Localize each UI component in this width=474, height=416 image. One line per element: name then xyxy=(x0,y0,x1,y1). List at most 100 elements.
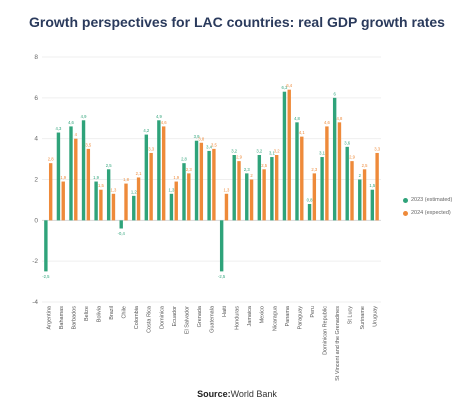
data-label: 4,8 xyxy=(294,116,300,121)
x-tick-label: Guatemala xyxy=(210,305,216,333)
legend-swatch-2024 xyxy=(403,210,408,216)
data-label: 2,5 xyxy=(106,163,112,168)
bar-uruguay-2024 xyxy=(375,152,379,221)
x-tick-label: Haiti xyxy=(222,306,228,317)
bar-dominican-republic-2023 xyxy=(320,157,324,221)
bar-bolivia-2023 xyxy=(94,181,98,221)
legend-item-2024: 2024 (expected) xyxy=(403,210,452,216)
data-label: 3,1 xyxy=(319,151,325,156)
x-tick-label: Brazil xyxy=(109,306,115,320)
x-tick-label: Suriname xyxy=(360,306,366,330)
y-tick-label: 8 xyxy=(34,54,38,61)
data-label: 2 xyxy=(359,173,362,178)
legend-label-2024: 2024 (expected) xyxy=(411,210,451,216)
data-label: 2,5 xyxy=(261,163,267,168)
data-label: 6,3 xyxy=(282,85,288,90)
bar-colombia-2023 xyxy=(132,195,136,221)
source-note: Source:World Bank xyxy=(0,389,474,399)
bar-bahamas-2024 xyxy=(61,181,65,221)
legend-item-2023: 2023 (estimated) xyxy=(403,197,452,203)
data-label: 1,5 xyxy=(369,183,375,188)
bar-jamaica-2023 xyxy=(245,173,249,221)
data-label: 1,8 xyxy=(123,177,129,182)
x-tick-label: Honduras xyxy=(235,306,241,330)
data-label: 2 xyxy=(250,173,253,178)
data-label: 6,4 xyxy=(286,83,292,88)
x-tick-label: Bolivia xyxy=(97,305,103,322)
bar-ecuador-2024 xyxy=(174,181,178,221)
data-label: 3,6 xyxy=(344,140,350,145)
x-tick-label: St Vincent and the Grenadines xyxy=(335,306,341,381)
x-tick-label: Barbados xyxy=(71,306,77,330)
data-label: 3,1 xyxy=(269,151,275,156)
chart-title: Growth perspectives for LAC countries: r… xyxy=(29,14,445,30)
data-label: 4,8 xyxy=(337,116,343,121)
bar-peru-2023 xyxy=(307,204,312,221)
x-tick-label: Panama xyxy=(285,305,291,326)
bar-costa-rica-2024 xyxy=(149,152,153,221)
data-label: 2,3 xyxy=(311,167,317,172)
x-tick-label: Nicaragua xyxy=(272,305,278,331)
bar-el-salvador-2024 xyxy=(187,173,191,221)
bar-guatemala-2023 xyxy=(207,150,211,221)
data-label: 6 xyxy=(333,91,336,96)
bar-paraguay-2024 xyxy=(300,136,304,221)
bar-suriname-2024 xyxy=(362,169,367,221)
bar-belize-2024 xyxy=(86,148,91,221)
x-tick-label: Grenada xyxy=(197,305,203,327)
data-label: -2,5 xyxy=(42,274,50,279)
x-tick-label: St Lucy xyxy=(348,306,354,325)
data-label: 3,2 xyxy=(274,149,280,154)
bar-dominican-republic-2024 xyxy=(325,126,329,221)
data-label: 4 xyxy=(75,132,78,137)
bar-brazil-2023 xyxy=(106,169,111,221)
x-tick-label: Peru xyxy=(310,306,316,318)
data-label: 4,6 xyxy=(68,120,74,125)
bar-chile-2024 xyxy=(124,183,128,221)
bar-st-vincent-and-the-grenadines-2023 xyxy=(332,97,337,221)
data-label: 3,9 xyxy=(194,134,200,139)
data-label: 4,2 xyxy=(143,128,149,133)
data-label: 1,3 xyxy=(111,187,117,192)
bar-colombia-2024 xyxy=(136,177,141,221)
bar-haiti-2023 xyxy=(219,220,224,272)
data-label: 2,8 xyxy=(48,157,54,162)
data-label: 4,9 xyxy=(156,114,162,119)
bar-bahamas-2023 xyxy=(56,132,61,221)
bar-mexico-2024 xyxy=(262,169,266,221)
source-text: World Bank xyxy=(230,389,277,399)
bar-costa-rica-2023 xyxy=(144,134,149,221)
y-tick-label: 2 xyxy=(34,177,38,184)
data-label: 1,2 xyxy=(131,189,137,194)
data-label: 4,6 xyxy=(324,120,330,125)
legend-label-2023: 2023 (estimated) xyxy=(411,197,453,203)
data-label: 2,3 xyxy=(244,167,250,172)
bar-grenada-2024 xyxy=(199,142,204,221)
data-label: 3,5 xyxy=(85,142,91,147)
data-label: 2,3 xyxy=(186,167,192,172)
bar-panama-2024 xyxy=(287,89,291,221)
bar-haiti-2024 xyxy=(224,193,229,221)
data-label: 3,2 xyxy=(256,149,262,154)
data-label: 3,5 xyxy=(211,142,217,147)
x-tick-label: Chile xyxy=(122,306,128,319)
bar-jamaica-2024 xyxy=(249,179,254,221)
bar-bolivia-2024 xyxy=(99,189,103,221)
data-label: 1,9 xyxy=(60,175,66,180)
x-tick-label: El Salvador xyxy=(184,306,190,334)
legend: 2023 (estimated) 2024 (expected) xyxy=(403,197,452,223)
bar-suriname-2023 xyxy=(358,179,362,221)
bar-uruguay-2023 xyxy=(370,189,375,221)
data-label: -0,4 xyxy=(118,231,126,236)
bar-belize-2023 xyxy=(81,120,86,221)
bar-honduras-2023 xyxy=(232,155,236,221)
bar-el-salvador-2023 xyxy=(182,163,186,221)
data-label: 3,4 xyxy=(206,144,212,149)
data-label: 1,9 xyxy=(93,175,99,180)
data-label: 2,8 xyxy=(181,157,187,162)
x-tick-label: Bahamas xyxy=(59,306,65,329)
data-label: 3,2 xyxy=(231,149,237,154)
bar-mexico-2023 xyxy=(257,155,262,221)
bar-ecuador-2023 xyxy=(169,193,174,221)
bar-chile-2023 xyxy=(119,220,123,229)
